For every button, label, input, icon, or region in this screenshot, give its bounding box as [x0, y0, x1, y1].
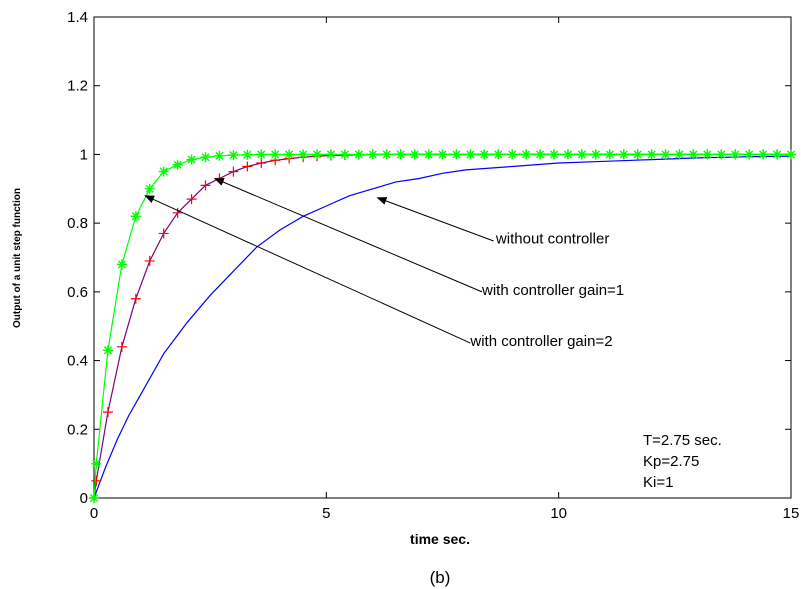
data-point-2: [214, 150, 225, 161]
data-point-2: [660, 149, 671, 160]
data-point-1: [91, 475, 102, 486]
data-point-2: [535, 149, 546, 160]
param-text: Ki=1: [643, 474, 673, 491]
data-point-2: [688, 149, 699, 160]
data-point-1: [116, 341, 127, 352]
param-text: Kp=2.75: [643, 453, 699, 470]
y-tick-label: 0: [80, 490, 88, 507]
data-point-2: [451, 149, 462, 160]
data-point-2: [367, 149, 378, 160]
data-point-2: [91, 458, 102, 469]
annotation-arrow: [144, 195, 471, 344]
param-text: T=2.75 sec.: [643, 432, 722, 449]
data-point-2: [298, 149, 309, 160]
data-point-1: [158, 228, 169, 239]
data-point-2: [618, 149, 629, 160]
annotation-label: with controller gain=2: [469, 333, 612, 350]
data-point-2: [493, 149, 504, 160]
data-point-2: [381, 149, 392, 160]
data-point-1: [200, 180, 211, 191]
data-point-2: [144, 183, 155, 194]
data-point-2: [116, 259, 127, 270]
data-point-2: [758, 149, 769, 160]
data-point-2: [465, 149, 476, 160]
y-tick-label: 0.2: [67, 421, 88, 438]
data-point-2: [409, 149, 420, 160]
data-point-2: [716, 149, 727, 160]
x-tick-label: 0: [90, 505, 98, 522]
data-point-2: [130, 211, 141, 222]
data-point-2: [549, 149, 560, 160]
plot-area: [93, 16, 792, 499]
data-point-2: [423, 149, 434, 160]
y-tick-label: 0.6: [67, 284, 88, 301]
x-tick-label: 5: [322, 505, 330, 522]
data-point-1: [186, 194, 197, 205]
annotation-label: with controller gain=1: [481, 282, 624, 299]
data-point-2: [395, 149, 406, 160]
figure-caption: (b): [430, 568, 451, 587]
annotation-label: without controller: [495, 230, 609, 247]
data-point-1: [102, 407, 113, 418]
data-point-2: [89, 493, 99, 503]
data-point-2: [479, 149, 490, 160]
annotation-arrow: [376, 197, 494, 242]
data-point-2: [172, 159, 183, 170]
annotation-arrow: [213, 178, 483, 293]
x-tick-label: 15: [783, 505, 800, 522]
data-point-2: [102, 345, 113, 356]
data-point-2: [437, 149, 448, 160]
data-point-2: [702, 149, 713, 160]
data-point-1: [256, 158, 267, 169]
data-point-1: [242, 161, 253, 172]
data-point-2: [590, 149, 601, 160]
data-point-2: [284, 149, 295, 160]
data-point-2: [604, 149, 615, 160]
data-point-2: [646, 149, 657, 160]
data-point-2: [353, 149, 364, 160]
data-point-2: [158, 166, 169, 177]
series-line-2: [93, 153, 791, 499]
data-point-1: [228, 166, 239, 177]
data-point-2: [339, 149, 350, 160]
x-tick-label: 10: [550, 505, 567, 522]
x-axis-label: time sec.: [410, 531, 470, 547]
data-point-2: [786, 149, 796, 160]
data-point-2: [674, 149, 685, 160]
data-point-1: [130, 293, 141, 304]
data-point-2: [312, 149, 323, 160]
data-point-2: [270, 149, 281, 160]
data-point-2: [228, 150, 239, 161]
data-point-2: [325, 149, 336, 160]
y-tick-label: 0.4: [67, 353, 88, 370]
data-point-2: [242, 149, 253, 160]
y-tick-label: 1.2: [67, 78, 88, 95]
data-point-2: [632, 149, 643, 160]
y-tick-label: 0.8: [67, 215, 88, 232]
data-point-2: [521, 149, 532, 160]
data-point-2: [730, 149, 741, 160]
data-point-2: [200, 152, 211, 163]
data-point-2: [744, 149, 755, 160]
data-point-2: [256, 149, 267, 160]
data-point-1: [144, 255, 155, 266]
y-tick-label: 1: [80, 146, 88, 163]
data-point-2: [562, 149, 573, 160]
series-line-0: [93, 155, 792, 499]
data-point-2: [576, 149, 587, 160]
data-point-2: [772, 149, 783, 160]
data-point-1: [172, 207, 183, 218]
y-tick-label: 1.4: [67, 9, 88, 26]
y-axis-label: Output of a unit step function: [12, 188, 23, 328]
data-point-2: [186, 154, 197, 165]
data-point-2: [507, 149, 518, 160]
